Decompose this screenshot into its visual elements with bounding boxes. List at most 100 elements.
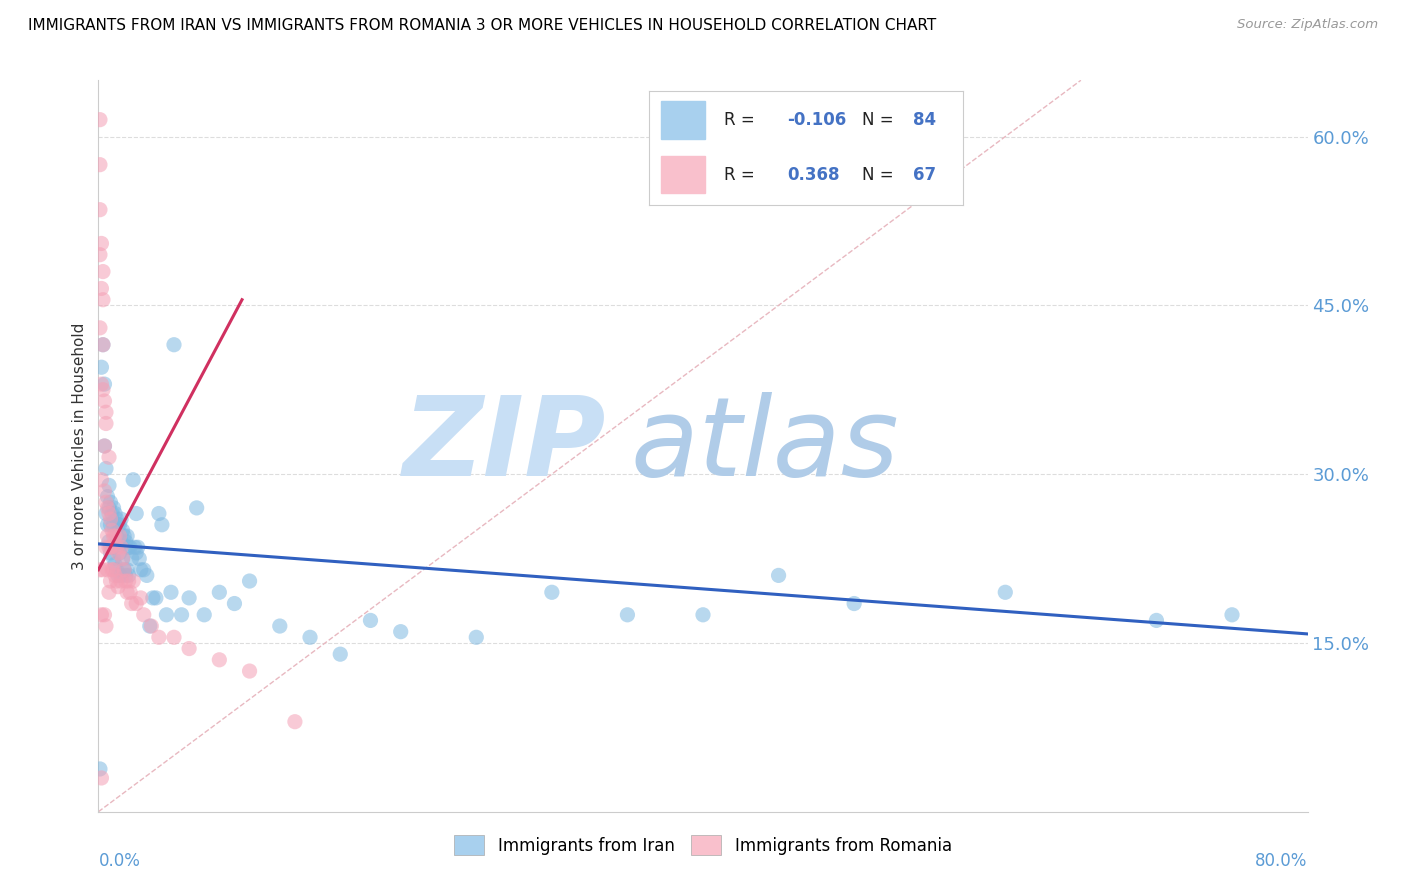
- Point: [101, 541, 124, 555]
- Point: [108, 546, 131, 560]
- Point: [96, 529, 118, 543]
- Point: [105, 541, 128, 555]
- Point: [616, 607, 638, 622]
- Point: [127, 541, 149, 555]
- Point: [94, 507, 117, 521]
- Point: [112, 563, 135, 577]
- Point: [107, 517, 129, 532]
- Point: [89, 762, 111, 776]
- Point: [121, 551, 143, 566]
- Point: [104, 568, 127, 582]
- Point: [120, 541, 142, 555]
- Point: [98, 450, 121, 465]
- Point: [98, 585, 121, 599]
- Point: [125, 597, 148, 611]
- Point: [100, 574, 122, 588]
- Point: [100, 546, 122, 560]
- Point: [360, 614, 382, 628]
- Point: [139, 619, 162, 633]
- Point: [148, 507, 170, 521]
- Point: [101, 524, 124, 538]
- Point: [186, 500, 208, 515]
- Point: [132, 563, 155, 577]
- Point: [122, 473, 145, 487]
- Point: [93, 377, 115, 392]
- Point: [224, 597, 246, 611]
- Point: [122, 574, 145, 588]
- Point: [239, 664, 262, 678]
- Point: [101, 563, 124, 577]
- Legend: Immigrants from Iran, Immigrants from Romania: Immigrants from Iran, Immigrants from Ro…: [447, 829, 959, 862]
- Text: atlas: atlas: [630, 392, 898, 500]
- Point: [129, 563, 152, 577]
- Point: [141, 619, 163, 633]
- Point: [299, 630, 322, 644]
- Point: [124, 541, 146, 555]
- Point: [93, 483, 115, 498]
- Point: [94, 405, 117, 419]
- Point: [208, 653, 231, 667]
- Point: [103, 529, 125, 543]
- Point: [118, 541, 141, 555]
- Point: [111, 524, 134, 538]
- Point: [98, 478, 121, 492]
- Point: [96, 517, 118, 532]
- Point: [170, 607, 193, 622]
- Point: [103, 563, 125, 577]
- Point: [115, 563, 138, 577]
- Point: [111, 551, 134, 566]
- Point: [104, 541, 127, 555]
- Point: [110, 574, 132, 588]
- Point: [101, 507, 124, 521]
- Point: [1220, 607, 1243, 622]
- Point: [91, 383, 114, 397]
- Point: [93, 607, 115, 622]
- Point: [94, 461, 117, 475]
- Point: [90, 377, 112, 392]
- Y-axis label: 3 or more Vehicles in Household: 3 or more Vehicles in Household: [72, 322, 87, 570]
- Text: 80.0%: 80.0%: [1256, 852, 1308, 870]
- Point: [269, 619, 291, 633]
- Point: [115, 529, 138, 543]
- Point: [100, 541, 122, 555]
- Point: [148, 630, 170, 644]
- Point: [160, 585, 183, 599]
- Point: [91, 264, 114, 278]
- Point: [114, 574, 136, 588]
- Point: [208, 585, 231, 599]
- Point: [125, 546, 148, 560]
- Point: [93, 439, 115, 453]
- Point: [110, 568, 132, 582]
- Text: IMMIGRANTS FROM IRAN VS IMMIGRANTS FROM ROMANIA 3 OR MORE VEHICLES IN HOUSEHOLD : IMMIGRANTS FROM IRAN VS IMMIGRANTS FROM …: [28, 18, 936, 33]
- Point: [179, 591, 201, 605]
- Point: [125, 507, 148, 521]
- Point: [107, 580, 129, 594]
- Point: [91, 293, 114, 307]
- Point: [465, 630, 488, 644]
- Point: [93, 439, 115, 453]
- Point: [121, 597, 143, 611]
- Point: [112, 563, 135, 577]
- Point: [105, 563, 128, 577]
- Point: [91, 563, 114, 577]
- Point: [90, 360, 112, 375]
- Point: [100, 512, 122, 526]
- Point: [98, 500, 121, 515]
- Point: [120, 585, 142, 599]
- Point: [163, 337, 186, 351]
- Point: [104, 557, 127, 571]
- Point: [329, 647, 352, 661]
- Point: [284, 714, 307, 729]
- Point: [132, 607, 155, 622]
- Point: [163, 630, 186, 644]
- Point: [93, 394, 115, 409]
- Point: [89, 158, 111, 172]
- Point: [110, 512, 132, 526]
- Point: [193, 607, 215, 622]
- Point: [118, 568, 141, 582]
- Point: [540, 585, 562, 599]
- Point: [107, 546, 129, 560]
- Point: [89, 248, 111, 262]
- Point: [90, 607, 112, 622]
- Point: [768, 568, 790, 582]
